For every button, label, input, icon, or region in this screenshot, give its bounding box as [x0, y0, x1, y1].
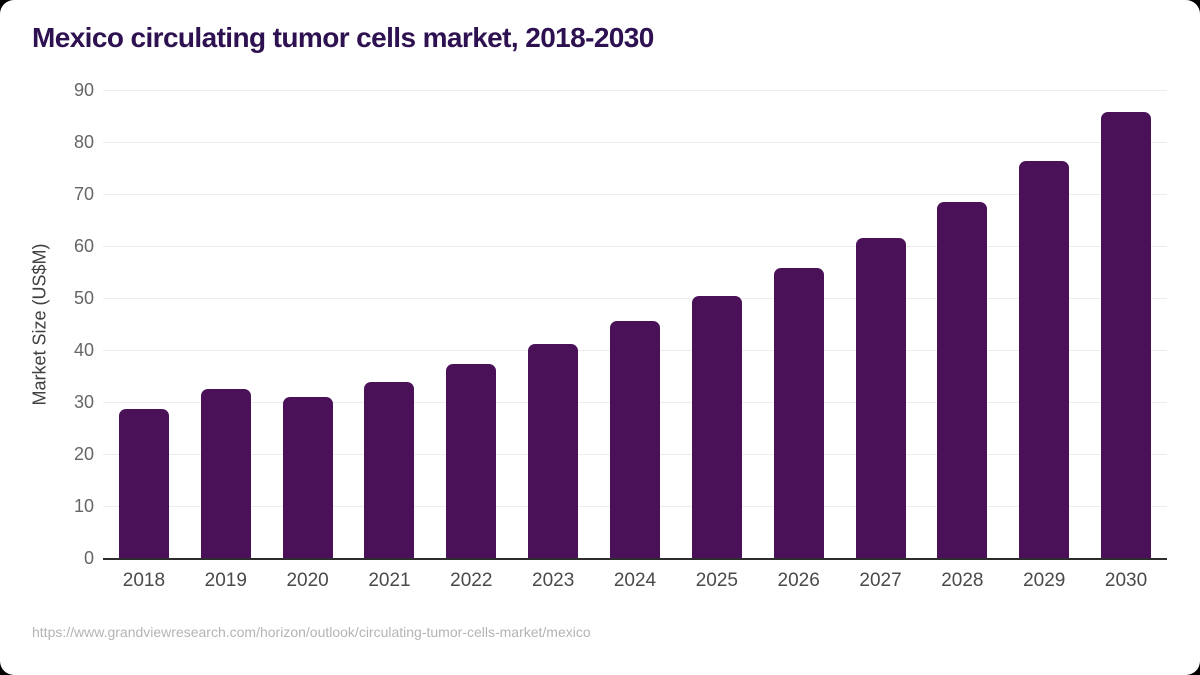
- y-tick-label-40: 40: [73, 340, 94, 360]
- bar-slot-2022: [430, 90, 512, 558]
- x-tick-label-2024: 2024: [613, 570, 657, 591]
- gridline-80: [103, 141, 1167, 143]
- bar-slot-2023: [512, 90, 594, 558]
- bar-2019: [200, 389, 251, 558]
- y-tick-label-90: 90: [73, 80, 94, 100]
- bar-2020: [282, 397, 333, 558]
- y-tick-label-50: 50: [73, 288, 94, 308]
- source-url: https://www.grandviewresearch.com/horizo…: [32, 624, 591, 640]
- bar-2029: [1019, 161, 1070, 558]
- bars-layer: [103, 90, 1167, 558]
- y-tick-label-30: 30: [73, 392, 94, 412]
- bar-2028: [937, 201, 988, 558]
- bar-2024: [609, 321, 660, 558]
- gridline-50: [103, 297, 1167, 299]
- plot-area: 0 10 20 30 40 50 60 70 80 90 2018 2019 2020 2021 2022…: [74, 81, 1167, 591]
- page-title: Mexico circulating tumor cells market, 2…: [32, 22, 654, 53]
- x-tick-label-2029: 2029: [1023, 570, 1066, 591]
- x-tick-label-2026: 2026: [777, 570, 820, 591]
- bar-slot-2021: [349, 90, 431, 558]
- bar-slot-2030: [1085, 90, 1167, 558]
- bar-2022: [446, 364, 497, 558]
- bar-2023: [528, 344, 579, 558]
- bar-slot-2020: [267, 90, 349, 558]
- y-tick-label-0: 0: [83, 548, 94, 568]
- bar-2030: [1101, 111, 1152, 558]
- bar-slot-2018: [103, 90, 185, 558]
- x-tick-label-2025: 2025: [695, 570, 738, 591]
- bar-slot-2025: [676, 90, 758, 558]
- y-tick-label-60: 60: [73, 236, 94, 256]
- x-tick-label-2019: 2019: [204, 570, 247, 591]
- y-axis-title-container: Market Size (US$M): [16, 90, 64, 558]
- x-tick-label-2027: 2027: [859, 570, 902, 591]
- bar-slot-2027: [840, 90, 922, 558]
- bar-2027: [855, 237, 906, 558]
- bar-2021: [364, 382, 415, 558]
- x-tick-label-2021: 2021: [368, 570, 411, 591]
- x-tick-label-2022: 2022: [450, 570, 493, 591]
- y-tick-label-20: 20: [73, 444, 94, 464]
- bar-slot-2024: [594, 90, 676, 558]
- bar-2018: [118, 409, 169, 558]
- bar-slot-2028: [921, 90, 1003, 558]
- y-tick-label-10: 10: [73, 496, 94, 516]
- bar-2026: [773, 268, 824, 558]
- x-tick-label-2018: 2018: [122, 570, 166, 591]
- x-tick-label-2020: 2020: [286, 570, 329, 591]
- x-axis-labels: 2018 2019 2020 2021 2022 2023 2024 2025 2026 2027…: [103, 570, 1167, 592]
- bar-2025: [691, 296, 742, 558]
- x-tick-label-2023: 2023: [532, 570, 575, 591]
- bar-slot-2029: [1003, 90, 1085, 558]
- y-axis-title: Market Size (US$M): [29, 242, 50, 406]
- y-tick-label-80: 80: [73, 132, 94, 152]
- x-tick-label-2030: 2030: [1104, 570, 1148, 591]
- bar-slot-2019: [185, 90, 267, 558]
- gridline-60: [103, 245, 1167, 247]
- y-tick-label-70: 70: [73, 184, 94, 204]
- bar-slot-2026: [758, 90, 840, 558]
- x-tick-label-2028: 2028: [941, 570, 984, 591]
- gridline-70: [103, 193, 1167, 195]
- gridline-90: [103, 89, 1167, 91]
